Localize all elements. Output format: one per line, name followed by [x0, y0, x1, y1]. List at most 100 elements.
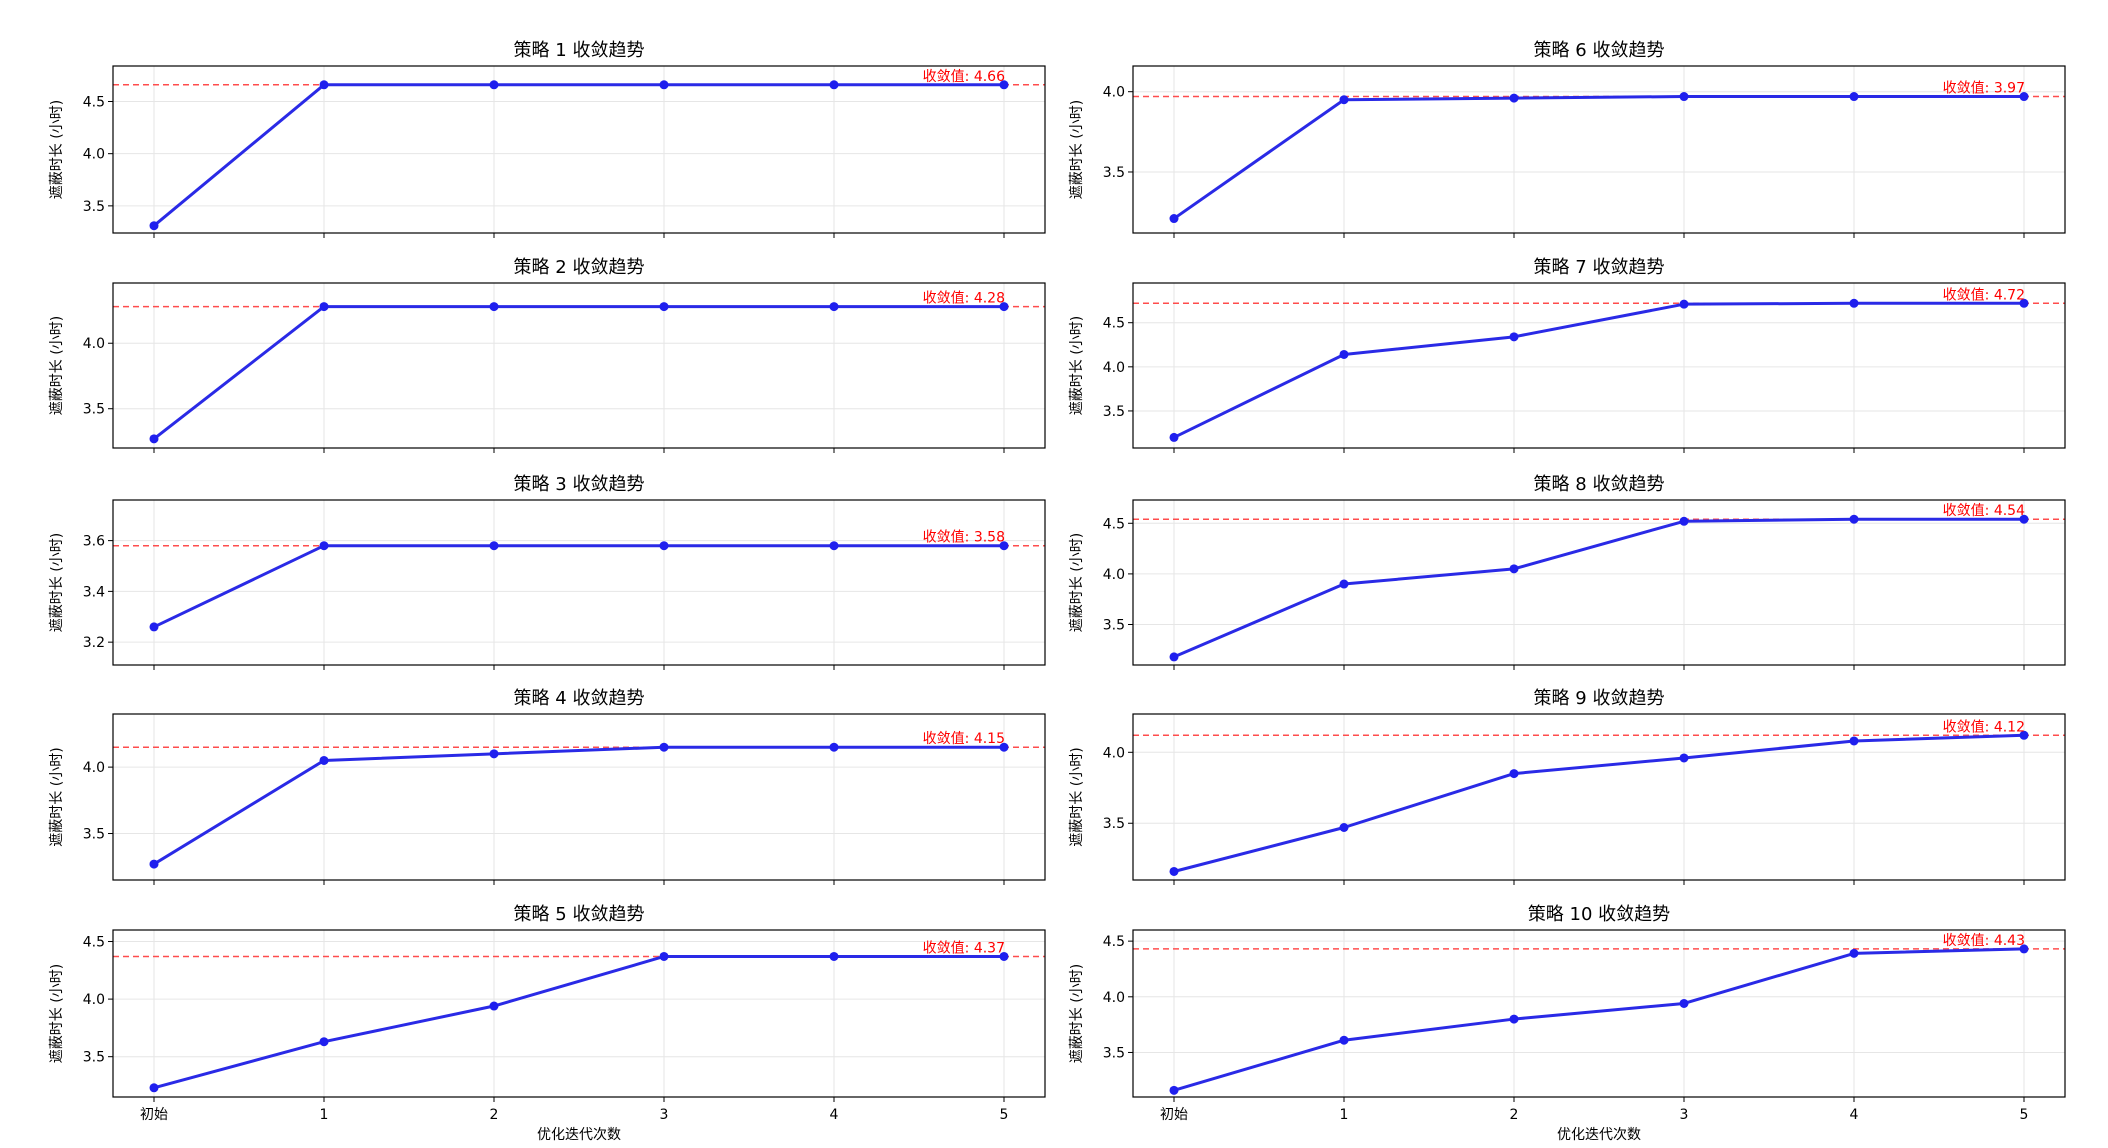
data-point [829, 742, 839, 752]
x-axis-label: 优化迭代次数 [1557, 1127, 1641, 1143]
axes-frame [1132, 929, 2066, 1098]
data-point [1849, 514, 1859, 524]
data-point [489, 302, 499, 312]
y-axis-label: 遮蔽时长 (小时) [1069, 747, 1085, 846]
data-point [1509, 1014, 1519, 1024]
y-tick-label: 4.0 [1103, 85, 1125, 101]
y-tick-label: 4.0 [83, 760, 105, 776]
data-point [1339, 1035, 1349, 1045]
x-tick-label: 5 [1000, 1107, 1009, 1123]
data-point [1509, 564, 1519, 574]
y-tick-label: 3.5 [83, 1050, 105, 1066]
axes-frame [1132, 65, 2066, 234]
data-point [829, 541, 839, 551]
data-point [1339, 579, 1349, 589]
data-point [319, 755, 329, 765]
convergence-label: 收敛值: 4.12 [1943, 719, 2025, 735]
data-point [319, 541, 329, 551]
convergence-label: 收敛值: 4.28 [923, 291, 1005, 307]
data-point [149, 434, 159, 444]
y-tick-label: 3.5 [1103, 816, 1125, 832]
data-point [2019, 92, 2029, 102]
x-tick-label: 5 [2020, 1107, 2029, 1123]
data-point [1509, 769, 1519, 779]
subplot-title: 策略 3 收敛趋势 [514, 474, 645, 495]
y-tick-label: 4.5 [83, 94, 105, 110]
data-point [1339, 349, 1349, 359]
data-point [1169, 652, 1179, 662]
y-tick-label: 4.5 [1103, 934, 1125, 950]
x-tick-label: 2 [1510, 1107, 1519, 1123]
series-line [153, 745, 1004, 866]
x-tick-label: 4 [1850, 1107, 1859, 1123]
y-axis-label: 遮蔽时长 (小时) [1069, 964, 1085, 1063]
x-axis-label: 优化迭代次数 [537, 1127, 621, 1143]
axes-frame [112, 929, 1046, 1098]
convergence-label: 收敛值: 4.66 [923, 69, 1005, 85]
convergence-label: 收敛值: 3.97 [1943, 81, 2025, 97]
data-point [489, 1001, 499, 1011]
y-tick-label: 4.0 [1103, 567, 1125, 583]
y-axis-label: 遮蔽时长 (小时) [1069, 533, 1085, 632]
data-point [659, 541, 669, 551]
data-point [2019, 514, 2029, 524]
data-point [829, 951, 839, 961]
y-axis-label: 遮蔽时长 (小时) [49, 747, 65, 846]
y-axis-label: 遮蔽时长 (小时) [49, 533, 65, 632]
data-point [149, 859, 159, 869]
y-tick-label: 3.5 [83, 199, 105, 215]
data-point [1679, 299, 1689, 309]
data-point [1679, 92, 1689, 102]
data-point [2019, 298, 2029, 308]
data-point [999, 541, 1009, 551]
y-tick-label: 3.5 [1103, 618, 1125, 634]
subplot-title: 策略 5 收敛趋势 [514, 904, 645, 925]
data-point [1509, 332, 1519, 342]
data-point [1169, 214, 1179, 224]
y-tick-label: 4.0 [83, 992, 105, 1008]
data-point [1849, 92, 1859, 102]
axes-frame [1132, 713, 2066, 881]
y-tick-label: 4.0 [1103, 745, 1125, 761]
y-tick-label: 3.5 [1103, 404, 1125, 420]
y-tick-label: 3.2 [83, 635, 105, 651]
subplot-title: 策略 8 收敛趋势 [1534, 474, 1665, 495]
series-line [1173, 947, 2025, 1092]
series-line [153, 305, 1004, 441]
data-point [2019, 944, 2029, 954]
x-tick-label: 3 [660, 1107, 669, 1123]
subplot-title: 策略 10 收敛趋势 [1528, 904, 1670, 925]
y-tick-label: 4.0 [83, 336, 105, 352]
data-point [659, 80, 669, 90]
data-point [1679, 753, 1689, 763]
data-point [319, 1037, 329, 1047]
data-point [1339, 823, 1349, 833]
convergence-label: 收敛值: 4.15 [923, 731, 1005, 747]
convergence-label: 收敛值: 4.72 [1943, 287, 2025, 303]
data-point [999, 951, 1009, 961]
series-line [153, 954, 1004, 1090]
series-line [153, 83, 1004, 227]
data-point [1169, 866, 1179, 876]
x-tick-label: 3 [1680, 1107, 1689, 1123]
y-tick-label: 4.5 [1103, 316, 1125, 332]
y-axis-label: 遮蔽时长 (小时) [1069, 100, 1085, 199]
y-tick-label: 4.5 [1103, 516, 1125, 532]
y-tick-label: 3.5 [1103, 165, 1125, 181]
y-tick-label: 4.0 [1103, 990, 1125, 1006]
data-point [2019, 730, 2029, 740]
x-tick-label: 2 [490, 1107, 499, 1123]
y-axis-label: 遮蔽时长 (小时) [49, 100, 65, 199]
y-tick-label: 3.4 [83, 584, 105, 600]
convergence-label: 收敛值: 4.43 [1943, 933, 2025, 949]
data-point [489, 80, 499, 90]
subplot-title: 策略 1 收敛趋势 [514, 40, 645, 61]
y-tick-label: 3.5 [83, 402, 105, 418]
y-axis-label: 遮蔽时长 (小时) [1069, 316, 1085, 415]
